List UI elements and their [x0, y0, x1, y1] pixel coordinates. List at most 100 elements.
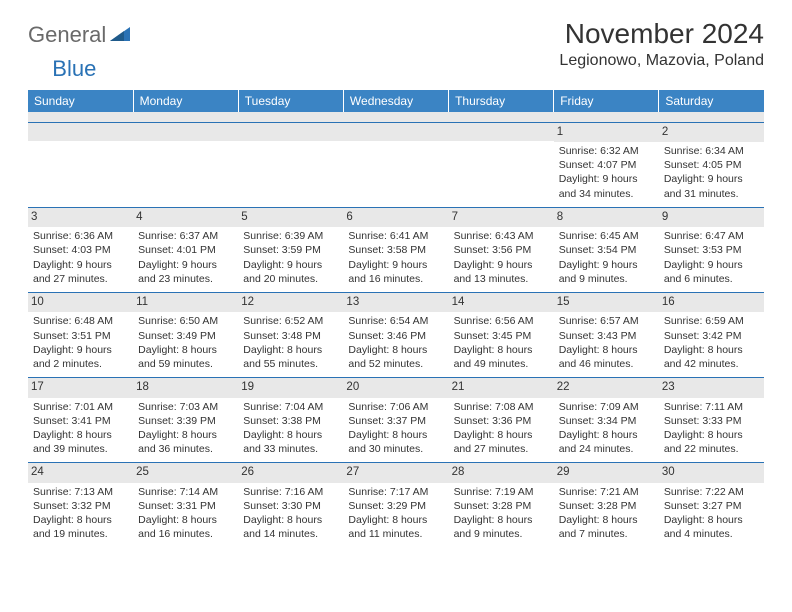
- calendar-week-row: 3Sunrise: 6:36 AMSunset: 4:03 PMDaylight…: [28, 207, 764, 292]
- weekday-header: Saturday: [659, 90, 764, 112]
- day-details: Sunrise: 6:36 AMSunset: 4:03 PMDaylight:…: [32, 229, 129, 286]
- day-details: Sunrise: 6:41 AMSunset: 3:58 PMDaylight:…: [347, 229, 444, 286]
- day-cell: 20Sunrise: 7:06 AMSunset: 3:37 PMDayligh…: [343, 378, 448, 463]
- day-number: 27: [343, 463, 448, 483]
- day-details: Sunrise: 6:59 AMSunset: 3:42 PMDaylight:…: [663, 314, 760, 371]
- day-number: 20: [343, 378, 448, 398]
- empty-day-cell: [28, 122, 133, 207]
- day-details: Sunrise: 7:11 AMSunset: 3:33 PMDaylight:…: [663, 400, 760, 457]
- day-cell: 1Sunrise: 6:32 AMSunset: 4:07 PMDaylight…: [554, 122, 659, 207]
- day-number: 18: [133, 378, 238, 398]
- day-cell: 12Sunrise: 6:52 AMSunset: 3:48 PMDayligh…: [238, 292, 343, 377]
- day-cell: 17Sunrise: 7:01 AMSunset: 3:41 PMDayligh…: [28, 378, 133, 463]
- day-cell: 9Sunrise: 6:47 AMSunset: 3:53 PMDaylight…: [659, 207, 764, 292]
- title-block: November 2024 Legionowo, Mazovia, Poland: [559, 18, 764, 70]
- location: Legionowo, Mazovia, Poland: [559, 52, 764, 70]
- day-number: 2: [659, 123, 764, 143]
- day-cell: 23Sunrise: 7:11 AMSunset: 3:33 PMDayligh…: [659, 378, 764, 463]
- day-number: 5: [238, 208, 343, 228]
- day-cell: 13Sunrise: 6:54 AMSunset: 3:46 PMDayligh…: [343, 292, 448, 377]
- day-details: Sunrise: 6:39 AMSunset: 3:59 PMDaylight:…: [242, 229, 339, 286]
- day-number: 26: [238, 463, 343, 483]
- day-number: 3: [28, 208, 133, 228]
- day-details: Sunrise: 7:09 AMSunset: 3:34 PMDaylight:…: [558, 400, 655, 457]
- weekday-header: Thursday: [449, 90, 554, 112]
- day-details: Sunrise: 6:45 AMSunset: 3:54 PMDaylight:…: [558, 229, 655, 286]
- day-number: 16: [659, 293, 764, 313]
- day-details: Sunrise: 6:50 AMSunset: 3:49 PMDaylight:…: [137, 314, 234, 371]
- day-number: 22: [554, 378, 659, 398]
- day-number: 13: [343, 293, 448, 313]
- calendar-week-row: 24Sunrise: 7:13 AMSunset: 3:32 PMDayligh…: [28, 463, 764, 548]
- day-number: 8: [554, 208, 659, 228]
- logo-triangle-icon: [110, 24, 132, 47]
- day-details: Sunrise: 6:43 AMSunset: 3:56 PMDaylight:…: [453, 229, 550, 286]
- day-details: Sunrise: 6:56 AMSunset: 3:45 PMDaylight:…: [453, 314, 550, 371]
- day-details: Sunrise: 6:32 AMSunset: 4:07 PMDaylight:…: [558, 144, 655, 201]
- day-number: 10: [28, 293, 133, 313]
- day-cell: 4Sunrise: 6:37 AMSunset: 4:01 PMDaylight…: [133, 207, 238, 292]
- day-cell: 16Sunrise: 6:59 AMSunset: 3:42 PMDayligh…: [659, 292, 764, 377]
- weekday-header-row: Sunday Monday Tuesday Wednesday Thursday…: [28, 90, 764, 112]
- day-cell: 24Sunrise: 7:13 AMSunset: 3:32 PMDayligh…: [28, 463, 133, 548]
- day-cell: 27Sunrise: 7:17 AMSunset: 3:29 PMDayligh…: [343, 463, 448, 548]
- day-details: Sunrise: 7:22 AMSunset: 3:27 PMDaylight:…: [663, 485, 760, 542]
- day-cell: 30Sunrise: 7:22 AMSunset: 3:27 PMDayligh…: [659, 463, 764, 548]
- calendar-week-row: 17Sunrise: 7:01 AMSunset: 3:41 PMDayligh…: [28, 378, 764, 463]
- day-details: Sunrise: 6:48 AMSunset: 3:51 PMDaylight:…: [32, 314, 129, 371]
- day-details: Sunrise: 7:14 AMSunset: 3:31 PMDaylight:…: [137, 485, 234, 542]
- day-number: 29: [554, 463, 659, 483]
- logo-text-general: General: [28, 22, 106, 48]
- day-number: 17: [28, 378, 133, 398]
- weekday-header: Friday: [554, 90, 659, 112]
- weekday-header: Tuesday: [238, 90, 343, 112]
- empty-day-cell: [133, 122, 238, 207]
- day-number: 4: [133, 208, 238, 228]
- day-number: 28: [449, 463, 554, 483]
- day-cell: 18Sunrise: 7:03 AMSunset: 3:39 PMDayligh…: [133, 378, 238, 463]
- day-details: Sunrise: 6:57 AMSunset: 3:43 PMDaylight:…: [558, 314, 655, 371]
- weekday-header: Sunday: [28, 90, 133, 112]
- day-number: 12: [238, 293, 343, 313]
- day-details: Sunrise: 6:47 AMSunset: 3:53 PMDaylight:…: [663, 229, 760, 286]
- day-details: Sunrise: 6:54 AMSunset: 3:46 PMDaylight:…: [347, 314, 444, 371]
- day-cell: 15Sunrise: 6:57 AMSunset: 3:43 PMDayligh…: [554, 292, 659, 377]
- day-number: 19: [238, 378, 343, 398]
- day-number: 25: [133, 463, 238, 483]
- logo-text-blue: Blue: [52, 56, 96, 82]
- day-cell: 7Sunrise: 6:43 AMSunset: 3:56 PMDaylight…: [449, 207, 554, 292]
- day-cell: 11Sunrise: 6:50 AMSunset: 3:49 PMDayligh…: [133, 292, 238, 377]
- logo: General: [28, 18, 134, 48]
- day-cell: 28Sunrise: 7:19 AMSunset: 3:28 PMDayligh…: [449, 463, 554, 548]
- day-cell: 8Sunrise: 6:45 AMSunset: 3:54 PMDaylight…: [554, 207, 659, 292]
- empty-day-cell: [343, 122, 448, 207]
- day-cell: 19Sunrise: 7:04 AMSunset: 3:38 PMDayligh…: [238, 378, 343, 463]
- day-details: Sunrise: 7:06 AMSunset: 3:37 PMDaylight:…: [347, 400, 444, 457]
- day-cell: 29Sunrise: 7:21 AMSunset: 3:28 PMDayligh…: [554, 463, 659, 548]
- calendar-week-row: 1Sunrise: 6:32 AMSunset: 4:07 PMDaylight…: [28, 122, 764, 207]
- day-number: 21: [449, 378, 554, 398]
- day-details: Sunrise: 6:34 AMSunset: 4:05 PMDaylight:…: [663, 144, 760, 201]
- day-cell: 21Sunrise: 7:08 AMSunset: 3:36 PMDayligh…: [449, 378, 554, 463]
- day-details: Sunrise: 7:04 AMSunset: 3:38 PMDaylight:…: [242, 400, 339, 457]
- day-number: 6: [343, 208, 448, 228]
- day-cell: 22Sunrise: 7:09 AMSunset: 3:34 PMDayligh…: [554, 378, 659, 463]
- calendar-week-row: 10Sunrise: 6:48 AMSunset: 3:51 PMDayligh…: [28, 292, 764, 377]
- day-details: Sunrise: 7:01 AMSunset: 3:41 PMDaylight:…: [32, 400, 129, 457]
- day-cell: 26Sunrise: 7:16 AMSunset: 3:30 PMDayligh…: [238, 463, 343, 548]
- day-number: 9: [659, 208, 764, 228]
- day-cell: 25Sunrise: 7:14 AMSunset: 3:31 PMDayligh…: [133, 463, 238, 548]
- day-cell: 10Sunrise: 6:48 AMSunset: 3:51 PMDayligh…: [28, 292, 133, 377]
- day-details: Sunrise: 7:21 AMSunset: 3:28 PMDaylight:…: [558, 485, 655, 542]
- weekday-header: Monday: [133, 90, 238, 112]
- day-details: Sunrise: 7:19 AMSunset: 3:28 PMDaylight:…: [453, 485, 550, 542]
- day-details: Sunrise: 6:52 AMSunset: 3:48 PMDaylight:…: [242, 314, 339, 371]
- calendar-table: Sunday Monday Tuesday Wednesday Thursday…: [28, 90, 764, 548]
- day-number: 7: [449, 208, 554, 228]
- spacer-row: [28, 112, 764, 122]
- day-cell: 6Sunrise: 6:41 AMSunset: 3:58 PMDaylight…: [343, 207, 448, 292]
- day-number: 23: [659, 378, 764, 398]
- day-number: 11: [133, 293, 238, 313]
- day-cell: 5Sunrise: 6:39 AMSunset: 3:59 PMDaylight…: [238, 207, 343, 292]
- empty-day-cell: [449, 122, 554, 207]
